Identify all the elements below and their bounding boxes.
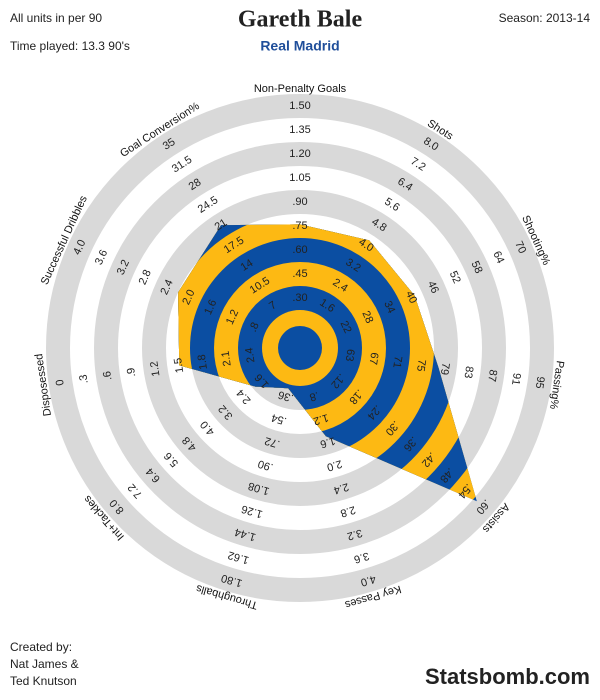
axis-name: Non-Penalty Goals — [254, 83, 347, 95]
tick-label: 14 — [239, 257, 256, 274]
tick-label: 4.0 — [198, 418, 217, 437]
tick-label: 40 — [403, 289, 419, 305]
tick-label: 7.2 — [408, 155, 427, 173]
tick-label: 3.6 — [352, 549, 370, 565]
ring-band — [142, 190, 458, 506]
time-played: Time played: 13.3 90's — [10, 39, 130, 53]
tick-label: 1.80 — [220, 572, 244, 590]
tick-label: 3.2 — [115, 258, 132, 277]
tick-label: .72 — [263, 434, 281, 450]
tick-label: .30 — [292, 292, 307, 304]
tick-label: 4.0 — [71, 238, 88, 257]
tick-label: 2.8 — [137, 268, 154, 287]
tick-label: 2.8 — [339, 503, 357, 519]
tick-label: 1.5 — [172, 357, 186, 374]
tick-label: .36 — [277, 388, 295, 404]
tick-label: 0 — [54, 379, 67, 387]
tick-label: 1.8 — [196, 354, 210, 371]
tick-label: 1.2 — [148, 360, 162, 377]
tick-label: 52 — [447, 269, 463, 285]
tick-label: 91 — [509, 372, 523, 386]
chart-subtitle: Real Madrid — [260, 38, 339, 54]
tick-label: 35 — [161, 136, 178, 153]
tick-label: .9 — [125, 367, 138, 378]
tick-label: 58 — [469, 259, 485, 275]
tick-label: 21 — [213, 217, 230, 234]
credit-line: Created by: — [10, 640, 72, 654]
tick-label: 83 — [462, 365, 476, 379]
tick-label: .54 — [270, 411, 288, 427]
tick-label: .60 — [292, 244, 307, 256]
tick-label: 95 — [533, 376, 547, 390]
tick-label: 1.20 — [289, 148, 310, 160]
tick-label: 3.6 — [93, 248, 110, 267]
tick-label: 2.4 — [158, 278, 175, 297]
tick-label: 34 — [381, 299, 397, 315]
tick-label: 2.4 — [234, 387, 253, 406]
credit-line: Nat James & — [10, 657, 79, 671]
tick-label: 46 — [425, 279, 441, 295]
tick-label: 63 — [343, 348, 357, 362]
tick-label: 31.5 — [170, 154, 195, 176]
tick-label: .45 — [292, 268, 307, 280]
tick-label: .6 — [101, 370, 114, 381]
tick-label: .75 — [292, 220, 307, 232]
tick-label: 1.2 — [312, 411, 330, 427]
tick-label: 1.35 — [289, 124, 310, 136]
tick-label: 64 — [490, 249, 506, 265]
tick-label: 1.62 — [227, 548, 251, 566]
tick-label: 1.26 — [240, 502, 264, 520]
tick-label: 2.4 — [332, 480, 350, 496]
tick-label: .8 — [308, 389, 320, 403]
tick-label: 75 — [414, 358, 428, 372]
tick-label: 1.2 — [224, 308, 241, 327]
tick-label: 2.1 — [220, 350, 234, 367]
tick-label: 4.0 — [359, 572, 377, 588]
tick-label: 28 — [359, 309, 375, 325]
tick-label: .8 — [247, 321, 262, 334]
tick-label: 79 — [438, 362, 452, 376]
tick-label: 1.08 — [247, 479, 271, 497]
ring-band — [46, 94, 554, 602]
ring-band — [94, 142, 506, 554]
tick-label: 67 — [367, 352, 381, 366]
band — [278, 326, 322, 370]
units-note: All units in per 90 — [10, 11, 102, 25]
season: Season: 2013-14 — [499, 11, 591, 25]
tick-label: 1.50 — [289, 100, 310, 112]
tick-label: 2.0 — [325, 457, 343, 473]
brand: Statsbomb.com — [425, 664, 590, 689]
tick-label: 1.44 — [233, 525, 257, 543]
tick-label: 5.6 — [162, 450, 181, 469]
tick-label: 5.6 — [382, 196, 401, 214]
tick-label: 24.5 — [196, 194, 221, 216]
tick-label: 70 — [512, 239, 528, 255]
tick-label: 87 — [485, 369, 499, 383]
tick-label: 7.2 — [126, 481, 145, 500]
tick-label: 1.6 — [319, 434, 337, 450]
tick-label: 7 — [267, 299, 279, 312]
tick-label: .90 — [257, 457, 275, 473]
tick-label: 1.05 — [289, 172, 310, 184]
tick-label: 2.0 — [180, 288, 197, 307]
tick-label: 3.2 — [346, 526, 364, 542]
tick-label: 2.4 — [243, 347, 257, 364]
tick-label: 22 — [338, 319, 354, 335]
credit-line: Ted Knutson — [10, 674, 77, 688]
chart-title: Gareth Bale — [238, 7, 363, 33]
tick-label: 28 — [187, 176, 204, 193]
tick-label: .3 — [78, 374, 91, 385]
tick-label: 71 — [390, 355, 404, 369]
tick-label: 1.6 — [202, 298, 219, 317]
tick-label: .90 — [292, 196, 307, 208]
